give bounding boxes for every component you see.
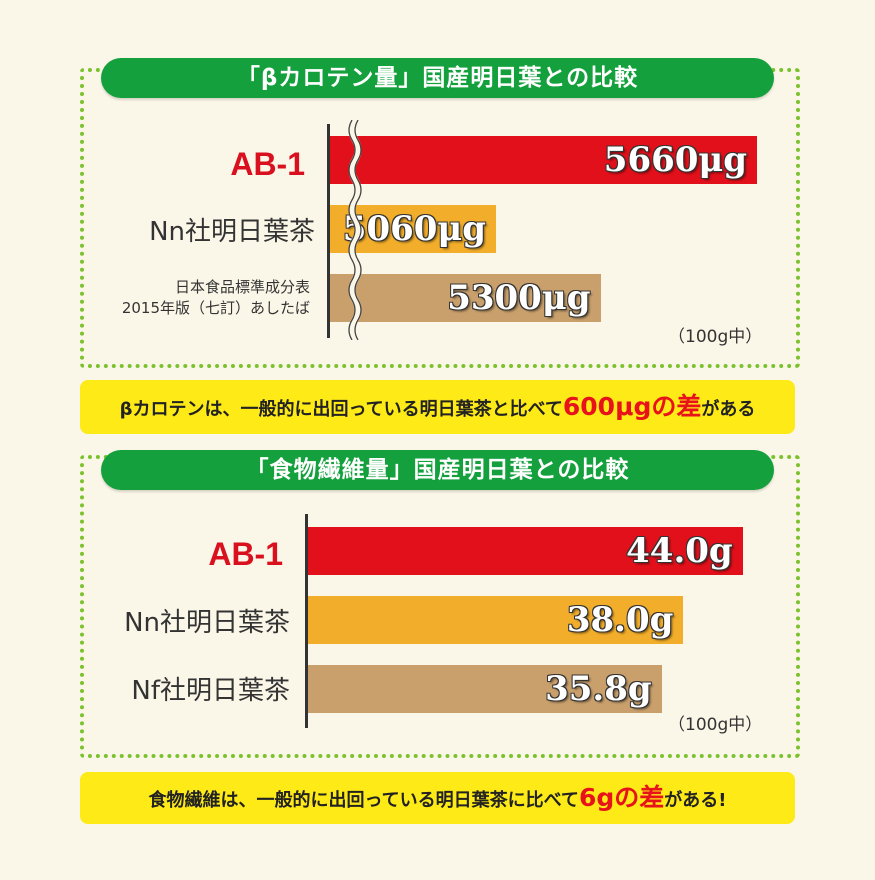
fiber-banner-highlight: 6gの差 bbox=[578, 783, 665, 812]
beta-carotene-banner: βカロテンは、一般的に出回っている明日葉茶と比べて600μgの差がある bbox=[80, 380, 795, 434]
beta-cat-nn: Nn社明日葉茶 bbox=[149, 217, 315, 247]
beta-bar-value-label-1: 5060μg bbox=[342, 209, 487, 249]
fiber-banner-pre: 食物繊維は、一般的に出回っている明日葉茶に比べて bbox=[148, 790, 579, 811]
beta-bar-0: 5660μg bbox=[330, 136, 758, 184]
beta-bar-2: 5300μg bbox=[330, 274, 601, 322]
beta-banner-pre: βカロテンは、一般的に出回っている明日葉茶と比べて bbox=[119, 399, 563, 420]
fiber-cat-nn: Nn社明日葉茶 bbox=[124, 608, 290, 638]
beta-cat-ab1: AB-1 bbox=[230, 146, 305, 182]
beta-cat-standard-line1: 日本食品標準成分表 bbox=[174, 278, 310, 296]
beta-cat-standard-line2: 2015年版（七訂）あしたば bbox=[121, 299, 310, 317]
fiber-y-axis bbox=[305, 514, 308, 728]
fiber-cat-nf: Nf社明日葉茶 bbox=[131, 676, 290, 706]
beta-cat-standard: 日本食品標準成分表 2015年版（七訂）あしたば bbox=[90, 277, 310, 319]
beta-unit-note: （100g中） bbox=[668, 327, 763, 347]
beta-y-axis bbox=[327, 124, 330, 338]
beta-banner-post: がある bbox=[701, 399, 756, 420]
fiber-cat-ab1: AB-1 bbox=[208, 536, 283, 572]
dietary-fiber-chart-title: 「食物繊維量」国産明日葉との比較 bbox=[101, 450, 774, 490]
fiber-bar-value-label-0: 44.0g bbox=[626, 531, 733, 571]
dietary-fiber-banner: 食物繊維は、一般的に出回っている明日葉茶に比べて6gの差がある! bbox=[80, 772, 795, 824]
fiber-bar-2: 35.8g bbox=[308, 665, 662, 713]
beta-carotene-chart-title: 「βカロテン量」国産明日葉との比較 bbox=[101, 58, 774, 98]
fiber-bar-value-label-2: 35.8g bbox=[545, 669, 652, 709]
beta-banner-highlight: 600μgの差 bbox=[562, 392, 702, 421]
fiber-banner-post: がある! bbox=[664, 790, 727, 811]
fiber-unit-note: （100g中） bbox=[668, 715, 763, 735]
beta-bar-value-label-0: 5660μg bbox=[603, 140, 748, 180]
fiber-bar-1: 38.0g bbox=[308, 596, 684, 644]
beta-axis-break bbox=[348, 120, 362, 340]
fiber-bar-0: 44.0g bbox=[308, 527, 743, 575]
fiber-bar-value-label-1: 38.0g bbox=[566, 600, 674, 640]
beta-bar-1: 5060μg bbox=[330, 205, 497, 253]
beta-bar-value-label-2: 5300μg bbox=[447, 278, 591, 318]
